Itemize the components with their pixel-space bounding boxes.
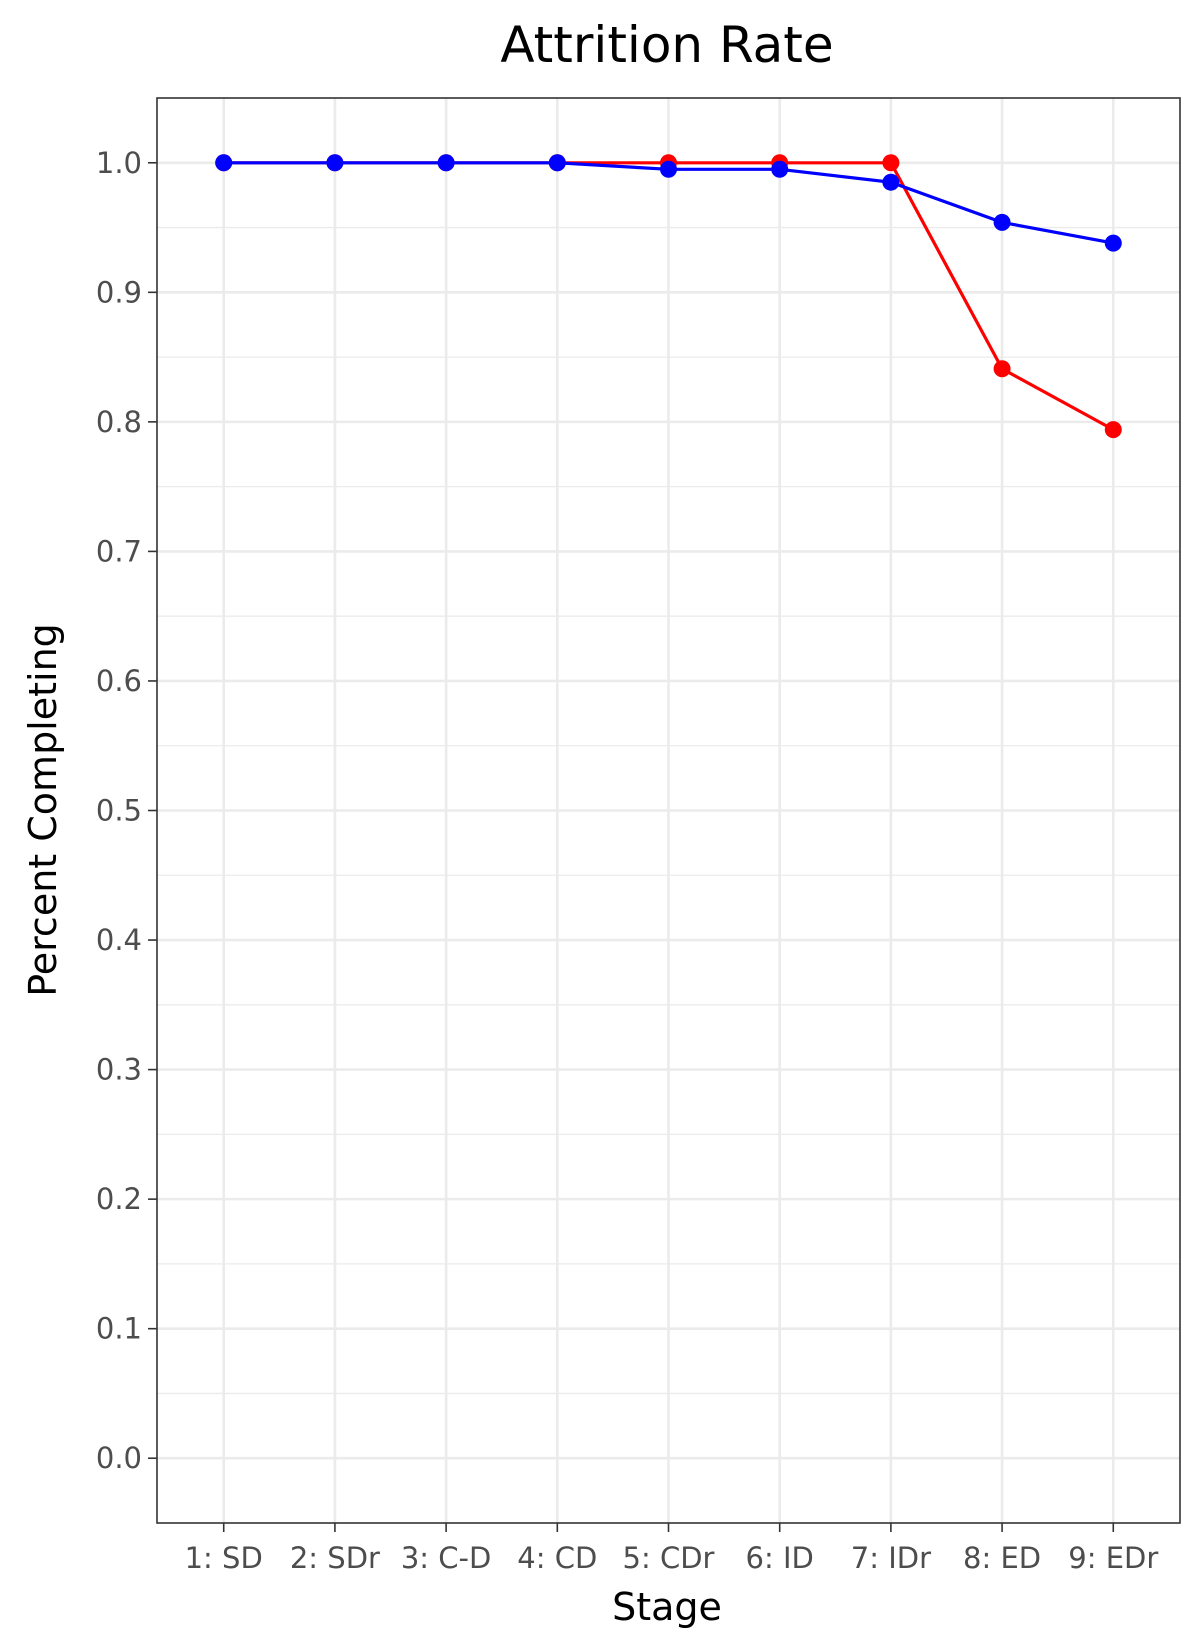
x-tick-label: 7: IDr [851,1541,931,1575]
x-tick-label: 9: EDr [1068,1541,1158,1575]
x-tick-label: 3: C-D [401,1541,491,1575]
y-axis-title: Percent Completing [21,623,65,997]
data-point-blue [660,160,677,178]
x-tick-label: 4: CD [517,1541,597,1575]
y-tick-label: 0.3 [96,1053,142,1087]
y-tick-label: 0.8 [96,405,142,439]
y-tick-label: 0.4 [96,923,142,957]
data-point-blue [771,160,789,178]
data-point-red [882,154,900,172]
y-tick-label: 0.1 [96,1312,142,1346]
y-tick-label: 0.2 [96,1182,142,1216]
data-point-blue [215,154,233,172]
chart-title: Attrition Rate [500,16,833,74]
x-tick-label: 5: CDr [623,1541,715,1575]
axis-layer: 0.0 0.1 0.2 0.3 0.4 0.5 0.6 0.7 0.8 0.9 1.0 1: SD 2:… [96,146,1158,1575]
x-tick-label: 8: ED [963,1541,1041,1575]
x-tick-label: 6: ID [746,1541,814,1575]
data-point-blue [1104,234,1122,252]
series-layer [215,154,1122,439]
y-tick-label: 0.6 [96,664,142,698]
x-tick-label: 1: SD [185,1541,263,1575]
grid-layer [157,98,1180,1523]
y-tick-label: 0.0 [96,1441,142,1475]
data-point-blue [326,154,344,172]
data-point-blue [437,154,455,172]
data-point-red [993,360,1011,378]
data-point-blue [993,213,1011,231]
x-axis-title: Stage [612,1585,722,1629]
data-point-red [1104,421,1122,439]
y-tick-label: 0.7 [96,534,142,568]
y-tick-label: 0.5 [96,794,142,828]
x-tick-label: 2: SDr [290,1541,380,1575]
y-tick-label: 0.9 [96,275,142,309]
data-point-blue [882,173,900,191]
data-point-blue [548,154,566,172]
y-tick-label: 1.0 [96,146,142,180]
